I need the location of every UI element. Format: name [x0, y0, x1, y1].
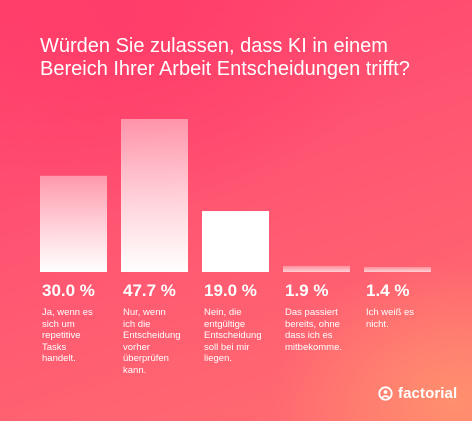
brand-logo: factorial: [378, 383, 457, 403]
category-label-2: Nur, wenn ich die Entscheidung vorher üb…: [123, 307, 181, 376]
bars-group: [40, 119, 431, 272]
category-label-1: Ja, wenn es sich um repetitive Tasks han…: [42, 307, 93, 364]
bar-4: [283, 265, 350, 272]
value-label-5: 1.4 %: [366, 281, 410, 300]
category-label-3: Nein, die entgültige Entscheidung soll b…: [204, 307, 262, 364]
factorial-logo-icon: [378, 385, 393, 401]
value-label-4: 1.9 %: [285, 281, 329, 300]
category-label-4: Das passiert bereits, ohne dass ich es m…: [285, 307, 343, 353]
bar-2: [121, 119, 188, 272]
bar-1: [40, 175, 107, 272]
category-label-5: Ich weiß es nicht.: [366, 307, 415, 330]
value-label-2: 47.7 %: [123, 281, 176, 300]
value-label-1: 30.0 %: [42, 281, 95, 300]
brand-name: factorial: [398, 384, 458, 402]
bar-3: [202, 211, 269, 272]
chart-title: Würden Sie zulassen, dass KI in einem Be…: [40, 35, 410, 80]
value-label-3: 19.0 %: [204, 281, 257, 300]
bar-5: [364, 267, 431, 272]
